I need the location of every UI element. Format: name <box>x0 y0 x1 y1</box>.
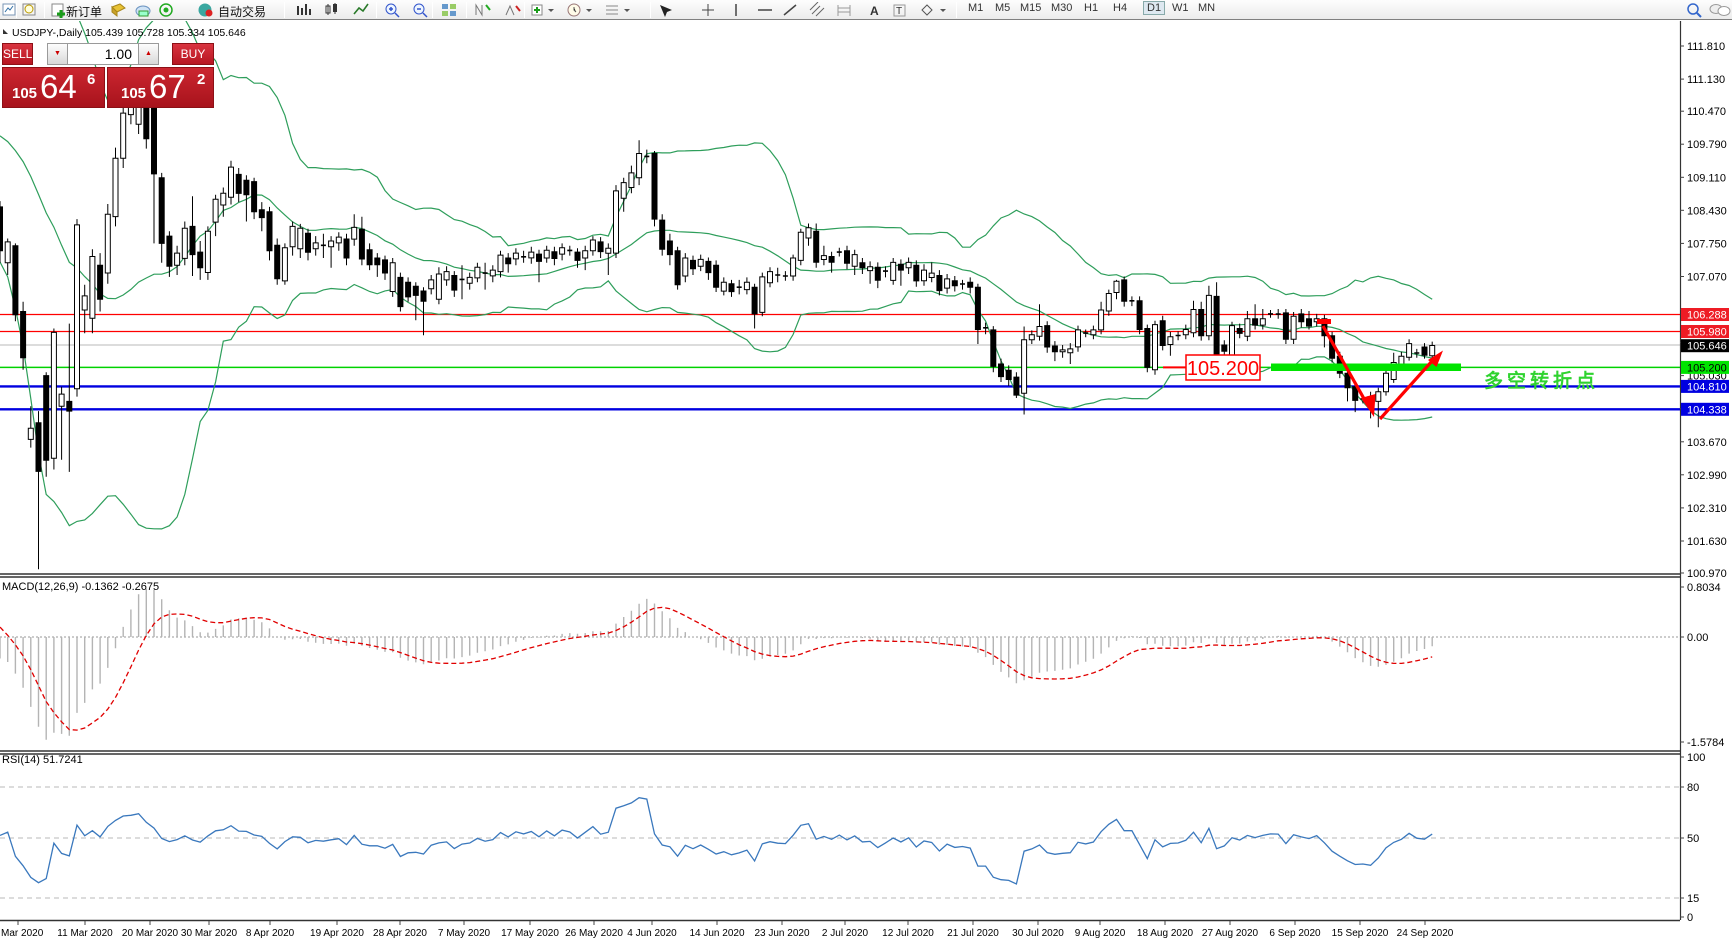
svg-text:105.646: 105.646 <box>1687 341 1727 353</box>
svg-text:100: 100 <box>1687 752 1705 764</box>
svg-text:109.790: 109.790 <box>1687 139 1727 151</box>
svg-text:0.00: 0.00 <box>1687 632 1708 644</box>
svg-text:104.810: 104.810 <box>1687 381 1727 393</box>
svg-text:6 Sep 2020: 6 Sep 2020 <box>1269 928 1321 939</box>
svg-text:111.130: 111.130 <box>1687 74 1725 86</box>
svg-text:27 Aug 2020: 27 Aug 2020 <box>1202 928 1259 939</box>
svg-text:12 Jul 2020: 12 Jul 2020 <box>882 928 934 939</box>
svg-text:30 Mar 2020: 30 Mar 2020 <box>181 928 238 939</box>
svg-text:0: 0 <box>1687 912 1693 924</box>
svg-text:100.970: 100.970 <box>1687 568 1727 580</box>
svg-text:18 Aug 2020: 18 Aug 2020 <box>1137 928 1194 939</box>
svg-text:111.810: 111.810 <box>1687 41 1725 53</box>
svg-text:110.470: 110.470 <box>1687 106 1726 118</box>
svg-text:28 Apr 2020: 28 Apr 2020 <box>373 928 427 939</box>
svg-text:105.200: 105.200 <box>1687 362 1727 374</box>
svg-text:USDJPY-,Daily 105.439 105.728: USDJPY-,Daily 105.439 105.728 105.334 10… <box>12 27 246 39</box>
svg-text:17 May 2020: 17 May 2020 <box>501 928 559 939</box>
svg-text:30 Jul 2020: 30 Jul 2020 <box>1012 928 1064 939</box>
svg-text:-1.5784: -1.5784 <box>1687 737 1724 749</box>
svg-text:2 Jul 2020: 2 Jul 2020 <box>822 928 869 939</box>
svg-text:107.750: 107.750 <box>1687 238 1727 250</box>
svg-text:15: 15 <box>1687 893 1699 905</box>
svg-text:102.310: 102.310 <box>1687 503 1727 515</box>
svg-text:4 Jun 2020: 4 Jun 2020 <box>627 928 677 939</box>
svg-text:109.110: 109.110 <box>1687 172 1726 184</box>
svg-text:14 Jun 2020: 14 Jun 2020 <box>689 928 744 939</box>
svg-text:106.288: 106.288 <box>1687 310 1727 322</box>
svg-text:80: 80 <box>1687 782 1699 794</box>
svg-text:26 May 2020: 26 May 2020 <box>565 928 623 939</box>
svg-text:107.070: 107.070 <box>1687 272 1727 284</box>
svg-text:104.338: 104.338 <box>1687 404 1727 416</box>
svg-text:A: A <box>870 4 879 18</box>
svg-text:105.200: 105.200 <box>1187 358 1259 380</box>
svg-text:11 Mar 2020: 11 Mar 2020 <box>57 928 113 939</box>
svg-text:7 May 2020: 7 May 2020 <box>438 928 491 939</box>
svg-text:21 Jul 2020: 21 Jul 2020 <box>947 928 999 939</box>
svg-text:MACD(12,26,9) -0.1362 -0.2675: MACD(12,26,9) -0.1362 -0.2675 <box>2 581 159 593</box>
svg-text:105.980: 105.980 <box>1687 327 1727 339</box>
svg-text:15 Sep 2020: 15 Sep 2020 <box>1332 928 1389 939</box>
svg-text:102.990: 102.990 <box>1687 470 1727 482</box>
svg-text:9 Aug 2020: 9 Aug 2020 <box>1075 928 1126 939</box>
svg-text:T: T <box>896 6 902 17</box>
svg-text:101.630: 101.630 <box>1687 536 1727 548</box>
svg-text:19 Apr 2020: 19 Apr 2020 <box>310 928 364 939</box>
svg-text:24 Sep 2020: 24 Sep 2020 <box>1397 928 1454 939</box>
svg-text:2 Mar 2020: 2 Mar 2020 <box>0 928 44 939</box>
svg-text:20 Mar 2020: 20 Mar 2020 <box>122 928 179 939</box>
svg-text:50: 50 <box>1687 833 1699 845</box>
svg-text:8 Apr 2020: 8 Apr 2020 <box>246 928 295 939</box>
svg-text:108.430: 108.430 <box>1687 205 1727 217</box>
svg-text:0.8034: 0.8034 <box>1687 582 1721 594</box>
svg-text:103.670: 103.670 <box>1687 437 1727 449</box>
svg-text:RSI(14) 51.7241: RSI(14) 51.7241 <box>2 754 83 766</box>
svg-text:多空转折点: 多空转折点 <box>1484 369 1599 392</box>
svg-text:23 Jun 2020: 23 Jun 2020 <box>754 928 809 939</box>
